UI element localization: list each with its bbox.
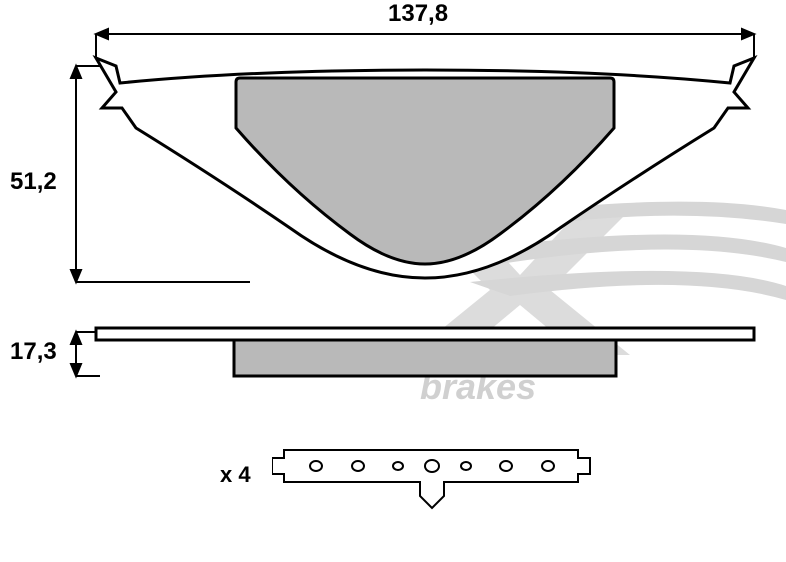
accessory-shim [272,446,592,516]
friction-material [236,78,614,264]
brake-pad-front-view [0,0,786,300]
brake-pad-top-view [0,322,786,392]
accessory-qty-label: x 4 [220,462,251,488]
